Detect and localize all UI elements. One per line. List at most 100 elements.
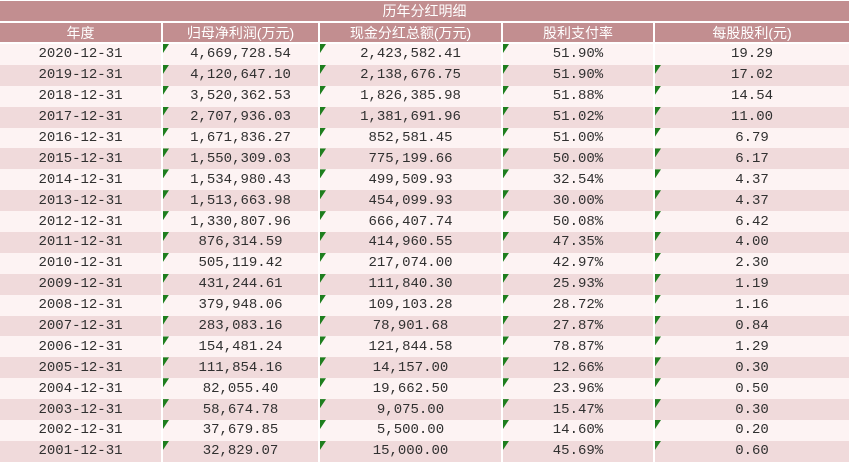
cell-text: 14,157.00 [372,359,449,376]
cell-text: 154,481.24 [198,338,283,355]
cell-text: 9,075.00 [376,401,445,418]
cell-text: 414,960.55 [368,234,453,251]
green-corner-marker-icon [163,294,169,304]
cell-text: 283,083.16 [198,318,283,335]
cell-text: 2004-12-31 [38,380,123,397]
cell-dividend-per-share: 6.79 [655,127,849,149]
green-corner-marker-icon [320,440,326,450]
column-header-net-profit: 归母净利润(万元) [163,23,320,42]
cell-cash-dividend: 2,138,676.75 [320,64,503,86]
table-row: 2019-12-31 4,120,647.10 2,138,676.75 51.90%… [0,64,849,86]
cell-net-profit: 32,829.07 [163,440,320,462]
cell-dividend-per-share: 0.60 [655,440,849,462]
cell-text: 14.54 [730,88,773,105]
green-corner-marker-icon [503,85,509,95]
table-row: 2018-12-31 3,520,362.53 1,826,385.98 51.88%… [0,85,849,107]
cell-text: 111,840.30 [368,276,453,293]
cell-year: 2010-12-31 [0,252,163,274]
cell-text: 0.84 [735,318,769,335]
cell-cash-dividend: 852,581.45 [320,127,503,149]
cell-cash-dividend: 19,662.50 [320,378,503,400]
cell-year: 2007-12-31 [0,315,163,337]
cell-cash-dividend: 109,103.28 [320,294,503,316]
cell-year: 2004-12-31 [0,378,163,400]
cell-payout-ratio: 50.08% [503,211,655,233]
table-row: 2006-12-31 154,481.24 121,844.58 78.87% 1.29 [0,336,849,358]
cell-payout-ratio: 32.54% [503,169,655,191]
green-corner-marker-icon [320,273,326,283]
cell-text: 4,669,728.54 [190,46,291,63]
table-row: 2017-12-31 2,707,936.03 1,381,691.96 51.02%… [0,106,849,128]
green-corner-marker-icon [320,64,326,74]
cell-text: 0.30 [735,401,769,418]
green-corner-marker-icon [320,357,326,367]
green-corner-marker-icon [320,336,326,346]
column-header-cash-dividend: 现金分红总额(万元) [320,23,503,42]
cell-net-profit: 3,520,362.53 [163,85,320,107]
cell-cash-dividend: 5,500.00 [320,420,503,441]
cell-payout-ratio: 23.96% [503,378,655,400]
cell-text: 109,103.28 [368,297,453,314]
cell-payout-ratio: 28.72% [503,294,655,316]
cell-text: 4,120,647.10 [190,67,291,84]
cell-text: 1.16 [735,297,769,314]
green-corner-marker-icon [503,232,509,242]
cell-text: 14.60% [552,422,604,439]
cell-text: 379,948.06 [198,297,283,314]
cell-year: 2008-12-31 [0,294,163,316]
green-corner-marker-icon [503,252,509,262]
cell-year: 2005-12-31 [0,357,163,379]
cell-cash-dividend: 666,407.74 [320,211,503,233]
green-corner-marker-icon [163,420,169,430]
green-corner-marker-icon [655,315,661,325]
table-row: 2001-12-31 32,829.07 15,000.00 45.69% 0.60 [0,440,849,462]
cell-dividend-per-share: 4.00 [655,232,849,253]
cell-cash-dividend: 111,840.30 [320,273,503,295]
cell-text: 45.69% [552,443,604,460]
cell-text: 0.20 [735,422,769,439]
cell-text: 2013-12-31 [38,192,123,209]
cell-text: 25.93% [552,276,604,293]
cell-text: 78.87% [552,338,604,355]
column-header-dividend-per-share: 每股股利(元) [655,23,849,42]
green-corner-marker-icon [320,127,326,137]
cell-text: 775,199.66 [368,150,453,167]
table-row: 2003-12-31 58,674.78 9,075.00 15.47% 0.30 [0,399,849,421]
cell-cash-dividend: 454,099.93 [320,190,503,212]
cell-dividend-per-share: 6.17 [655,148,849,170]
cell-year: 2020-12-31 [0,44,163,65]
green-corner-marker-icon [163,85,169,95]
green-corner-marker-icon [503,440,509,450]
cell-net-profit: 876,314.59 [163,232,320,253]
green-corner-marker-icon [655,294,661,304]
cell-payout-ratio: 78.87% [503,336,655,358]
cell-net-profit: 505,119.42 [163,252,320,274]
cell-text: 2001-12-31 [38,443,123,460]
green-corner-marker-icon [163,440,169,450]
cell-text: 2015-12-31 [38,150,123,167]
cell-payout-ratio: 25.93% [503,273,655,295]
cell-text: 505,119.42 [198,255,283,272]
cell-dividend-per-share: 1.29 [655,336,849,358]
cell-net-profit: 4,120,647.10 [163,64,320,86]
cell-dividend-per-share: 4.37 [655,190,849,212]
green-corner-marker-icon [655,440,661,450]
cell-dividend-per-share: 2.30 [655,252,849,274]
cell-dividend-per-share: 17.02 [655,64,849,86]
green-corner-marker-icon [655,232,661,242]
cell-year: 2013-12-31 [0,190,163,212]
cell-text: 6.17 [735,150,769,167]
column-header-year: 年度 [0,23,163,42]
cell-text: 50.00% [552,150,604,167]
cell-dividend-per-share: 1.16 [655,294,849,316]
cell-cash-dividend: 1,381,691.96 [320,106,503,128]
cell-cash-dividend: 414,960.55 [320,232,503,253]
cell-payout-ratio: 51.02% [503,106,655,128]
green-corner-marker-icon [320,294,326,304]
green-corner-marker-icon [655,357,661,367]
cell-payout-ratio: 50.00% [503,148,655,170]
cell-text: 2016-12-31 [38,130,123,146]
cell-text: 2,423,582.41 [360,46,461,63]
cell-text: 15.47% [552,401,604,418]
table-row: 2011-12-31 876,314.59 414,960.55 47.35% 4.00 [0,232,849,253]
